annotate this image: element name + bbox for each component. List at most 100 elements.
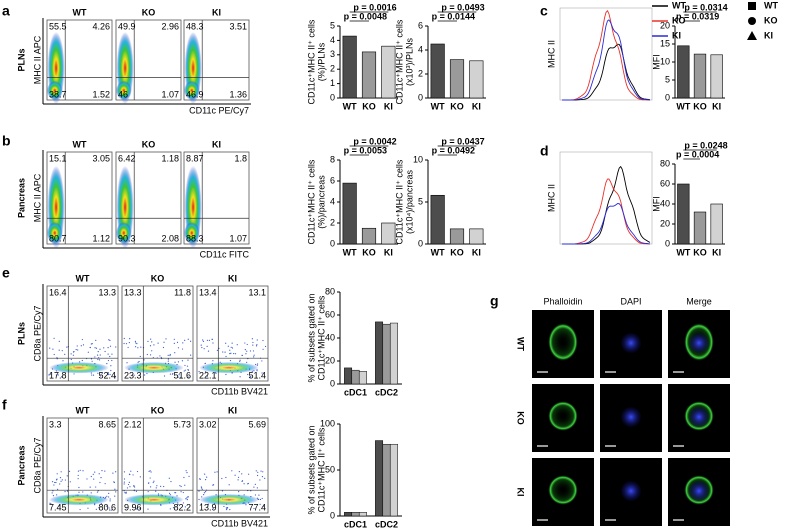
event-dot [205, 371, 207, 373]
event-dot [128, 473, 131, 475]
event-dot [256, 370, 258, 372]
quadrant-value: 51.4 [248, 370, 266, 380]
event-dot [248, 473, 250, 475]
plot-title: KO [142, 7, 156, 17]
event-dot [167, 358, 169, 360]
flow-plot [121, 285, 194, 382]
bar [382, 323, 391, 385]
event-dot [132, 474, 134, 476]
event-dot [98, 507, 100, 509]
bar [677, 45, 690, 99]
y-axis-label: (x10⁴)/pancreas [404, 170, 414, 234]
event-dot [206, 476, 208, 478]
y-tick-label: 2 [330, 217, 335, 227]
y-tick-label: 5 [665, 74, 670, 84]
event-dot [177, 376, 179, 378]
event-dot [264, 345, 267, 348]
y-axis-label: MFI [651, 196, 661, 212]
event-dot [56, 478, 58, 480]
histogram-curve [562, 165, 651, 245]
density [47, 221, 63, 245]
event-dot [149, 486, 152, 488]
y-tick-label: 4 [330, 196, 335, 206]
event-dot [185, 498, 187, 500]
event-dot [59, 483, 61, 485]
event-dot [212, 484, 215, 486]
event-dot [149, 345, 152, 347]
micrograph [668, 310, 730, 378]
tissue-label: PLNs [16, 322, 26, 345]
event-dot [143, 359, 145, 361]
x-axis-label: CD11b BV421 [211, 518, 268, 528]
event-dot [206, 339, 209, 341]
event-dot [204, 491, 207, 493]
event-dot [89, 346, 91, 349]
event-dot [253, 354, 255, 356]
event-dot [247, 373, 249, 376]
event-dot [110, 369, 112, 372]
event-dot [227, 345, 229, 347]
event-dot [169, 508, 171, 510]
bar [382, 443, 391, 517]
event-dot [98, 359, 101, 361]
event-dot [246, 350, 248, 352]
quadrant-value: 1.18 [161, 153, 179, 163]
event-dot [187, 496, 189, 498]
x-tick-label: WT [676, 247, 690, 257]
event-dot [261, 497, 263, 500]
event-dot [225, 507, 227, 509]
event-dot [114, 375, 117, 377]
event-dot [80, 345, 82, 347]
y-axis-label: MHC II [546, 184, 556, 212]
quadrant-value: 1.12 [92, 233, 110, 243]
event-dot [111, 359, 113, 362]
event-dot [252, 344, 254, 346]
event-dot [114, 377, 116, 379]
quadrant-value: 55.5 [49, 21, 67, 31]
event-dot [159, 355, 161, 357]
event-dot [149, 477, 151, 479]
event-dot [230, 346, 232, 348]
micrograph [668, 458, 730, 526]
event-dot [82, 470, 84, 472]
flow-plot [183, 19, 250, 104]
event-dot [49, 373, 52, 375]
event-dot [174, 361, 176, 363]
event-dot [216, 349, 218, 351]
event-dot [182, 491, 184, 494]
p-value: p = 0.0248 [684, 140, 727, 150]
event-dot [115, 491, 117, 493]
event-dot [57, 374, 59, 376]
event-dot [91, 343, 93, 345]
y-axis-label: (%)/PLNs [316, 42, 326, 81]
plot-title: WT [76, 273, 90, 283]
event-dot [160, 356, 162, 359]
plot-title: KO [151, 405, 165, 415]
event-dot [155, 490, 157, 492]
event-dot [72, 354, 75, 356]
bar [677, 183, 690, 245]
event-dot [135, 490, 138, 492]
event-dot [237, 479, 239, 481]
dapi-stain [621, 333, 641, 353]
event-dot [107, 372, 109, 374]
event-dot [123, 481, 125, 483]
quadrant-value: 3.3 [49, 419, 62, 429]
event-dot [99, 481, 101, 484]
legend-label: WT [672, 0, 686, 10]
event-dot [64, 353, 66, 356]
event-dot [189, 354, 192, 356]
event-dot [49, 502, 51, 504]
x-axis-label: CD11c FITC [200, 249, 250, 259]
event-dot [123, 337, 125, 340]
event-dot [181, 360, 184, 362]
p-value: p = 0.0053 [344, 145, 387, 155]
y-tick-label: 2 [418, 68, 423, 78]
micrograph [600, 384, 662, 452]
event-dot [149, 354, 152, 356]
event-dot [201, 496, 203, 498]
bar [710, 203, 723, 245]
event-dot [182, 502, 184, 504]
y-tick-label: 80 [325, 286, 335, 296]
y-axis-label: MHC II [546, 40, 556, 68]
